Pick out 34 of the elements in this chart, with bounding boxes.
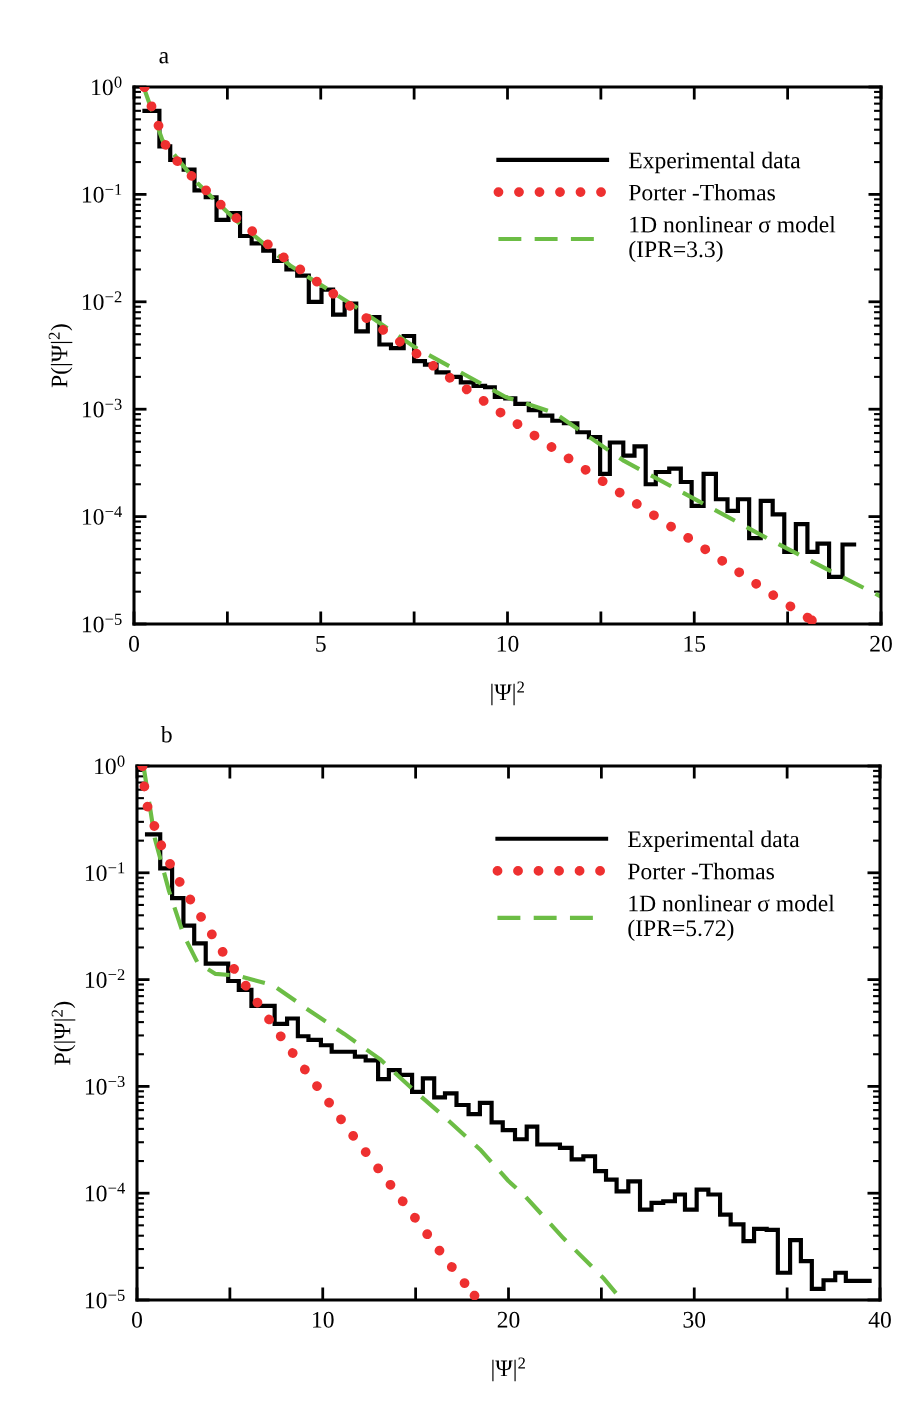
x-tick-label: 10 <box>313 1311 334 1328</box>
legend-label: 1D nonlinear σ model (IPR=5.72) <box>628 894 835 941</box>
legend-label: Experimental data <box>628 830 800 853</box>
y-tick-label: 10$^{−2}$ <box>85 969 125 988</box>
x-tick-label: 15 <box>684 635 706 652</box>
x-tick-label: 0 <box>132 1311 142 1328</box>
x-axis-title: |Ψ|$^{2}$ <box>492 1357 525 1382</box>
y-tick-label: 10$^{−5}$ <box>82 613 122 633</box>
x-tick-label: 20 <box>870 635 892 652</box>
x-tick-label: 30 <box>683 1311 706 1328</box>
y-tick-label: 10$^{−2}$ <box>82 291 122 311</box>
y-tick-label: 10$^{0}$ <box>95 755 125 775</box>
x-tick-label: 20 <box>497 1311 520 1328</box>
x-tick-label: 0 <box>129 635 139 652</box>
y-axis-title: P(|Ψ|$^{2}$) <box>51 1001 76 1065</box>
y-tick-label: 10$^{−1}$ <box>82 183 122 203</box>
chart-title: b <box>160 725 172 743</box>
legend-label: 1D nonlinear σ model (IPR=3.3) <box>629 215 836 263</box>
y-tick-label: 10$^{−5}$ <box>85 1289 125 1309</box>
y-tick-label: 10$^{−3}$ <box>85 1075 125 1095</box>
y-tick-label: 10$^{−4}$ <box>85 1182 125 1202</box>
y-axis-title: P(|Ψ|$^{2}$) <box>48 324 73 388</box>
y-tick-label: 10$^{−3}$ <box>82 398 122 418</box>
y-tick-label: 10$^{−4}$ <box>82 506 122 525</box>
x-tick-label: 10 <box>497 635 519 652</box>
legend-label: Porter -Thomas <box>628 183 775 201</box>
legend-label: Experimental data <box>628 151 801 174</box>
chart-title: a <box>159 52 169 64</box>
x-tick-label: 40 <box>868 1311 891 1328</box>
x-axis-title: |Ψ|$^{2}$ <box>491 681 524 706</box>
y-tick-label: 10$^{−1}$ <box>85 862 125 882</box>
x-tick-label: 5 <box>316 636 326 652</box>
y-tick-label: 10$^{0}$ <box>92 76 122 96</box>
legend-label: Porter -Thomas <box>628 862 774 880</box>
